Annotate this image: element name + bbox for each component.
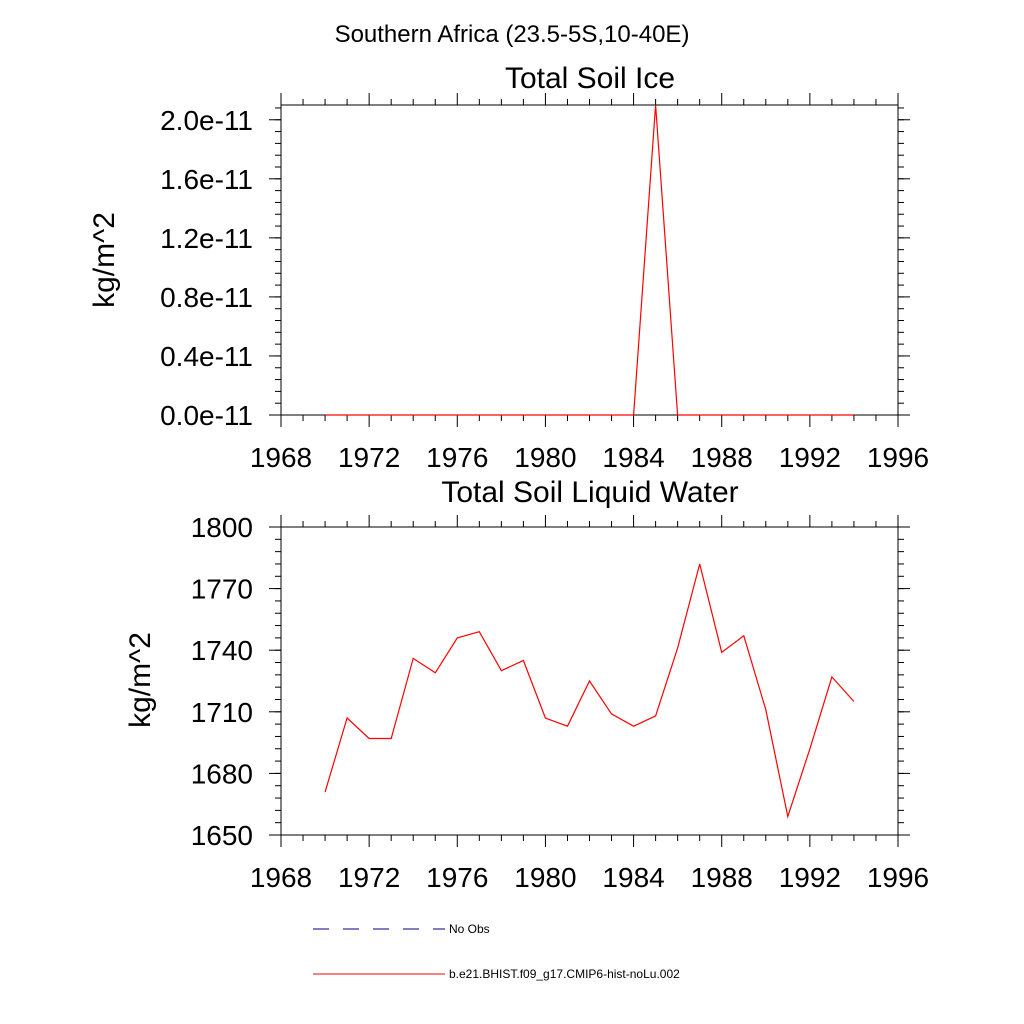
y-tick-label: 1800 <box>191 512 253 543</box>
y-tick-label: 1650 <box>191 820 253 851</box>
y-tick-label: 0.0e-11 <box>160 400 253 431</box>
y-tick-label: 1740 <box>191 635 253 666</box>
x-tick-label: 1976 <box>426 862 488 893</box>
panel-title: Total Soil Liquid Water <box>441 476 738 509</box>
legend-label: No Obs <box>449 922 490 936</box>
series-line <box>324 563 855 819</box>
y-tick-label: 1680 <box>191 758 253 789</box>
x-tick-label: 1992 <box>779 442 841 473</box>
x-tick-label: 1992 <box>779 862 841 893</box>
x-tick-label: 1972 <box>338 442 400 473</box>
y-axis-label: kg/m^2 <box>124 632 157 728</box>
legend: No Obs b.e21.BHIST.f09_g17.CMIP6-hist-no… <box>313 922 680 981</box>
x-tick-label: 1988 <box>691 442 753 473</box>
x-tick-label: 1996 <box>867 862 929 893</box>
series-line <box>325 104 854 416</box>
x-tick-label: 1996 <box>867 442 929 473</box>
x-tick-label: 1980 <box>514 442 576 473</box>
x-tick-label: 1988 <box>691 862 753 893</box>
soil-ice-panel: Total Soil Ice kg/m^2 1968 1972 1976 1980 19… <box>88 62 929 473</box>
y-tick-label: 0.4e-11 <box>160 341 253 372</box>
y-tick-label: 1.2e-11 <box>160 223 253 254</box>
y-tick-label: 2.0e-11 <box>160 105 253 136</box>
y-axis-label: kg/m^2 <box>88 212 121 308</box>
x-tick-label: 1972 <box>338 862 400 893</box>
x-tick-label: 1976 <box>426 442 488 473</box>
plot-frame <box>280 104 899 416</box>
x-tick-label: 1968 <box>250 442 312 473</box>
soil-liquid-water-panel: Total Soil Liquid Water kg/m^2 1968 1972 1… <box>124 476 929 893</box>
y-tick-label: 1.6e-11 <box>160 164 253 195</box>
x-tick-label: 1980 <box>514 862 576 893</box>
y-tick-label: 0.8e-11 <box>160 282 253 313</box>
y-tick-label: 1770 <box>191 574 253 605</box>
figure-suptitle: Southern Africa (23.5-5S,10-40E) <box>335 21 690 48</box>
y-tick-label: 1710 <box>191 697 253 728</box>
panel-title: Total Soil Ice <box>505 62 675 95</box>
x-tick-label: 1984 <box>602 862 664 893</box>
x-tick-label: 1984 <box>602 442 664 473</box>
x-tick-label: 1968 <box>250 862 312 893</box>
legend-label: b.e21.BHIST.f09_g17.CMIP6-hist-noLu.002 <box>449 967 680 981</box>
